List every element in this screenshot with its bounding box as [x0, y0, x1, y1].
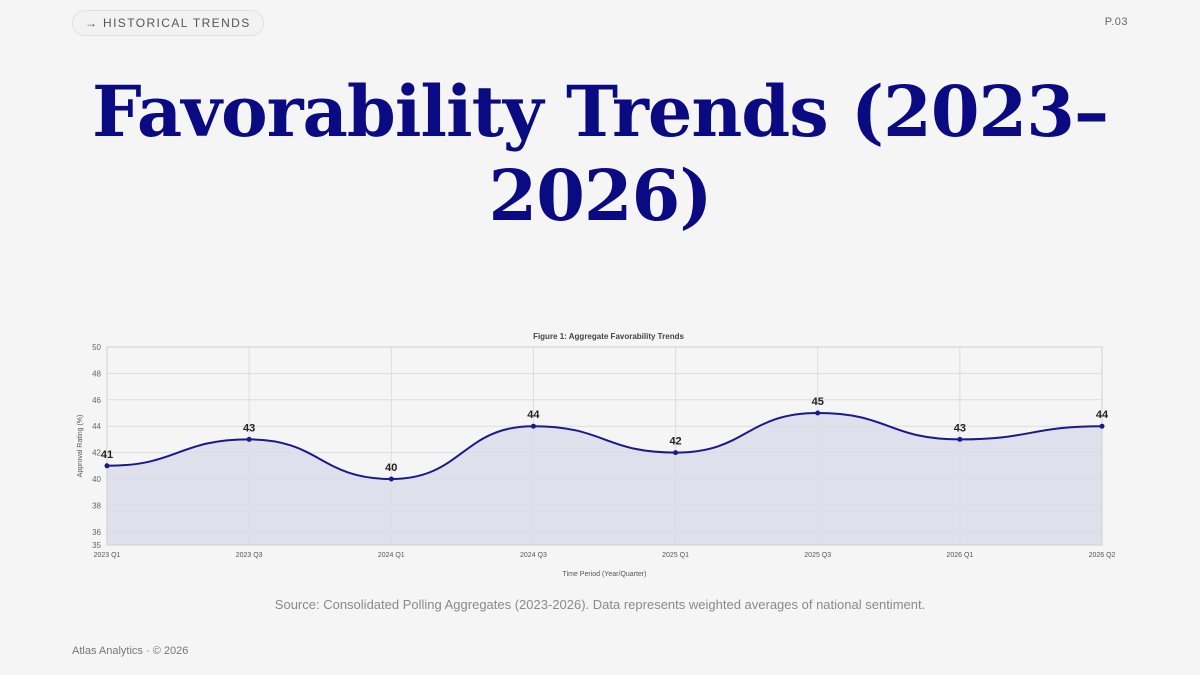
data-point	[388, 476, 394, 482]
chart-title: Figure 1: Aggregate Favorability Trends	[533, 332, 684, 341]
data-label: 44	[527, 409, 540, 421]
data-label: 43	[243, 422, 255, 434]
data-point	[530, 423, 536, 429]
y-tick-label: 46	[92, 396, 101, 405]
x-tick-label: 2026 Q1	[946, 552, 973, 559]
y-tick-label: 42	[92, 449, 101, 458]
x-axis-title: Time Period (Year/Quarter)	[563, 571, 647, 578]
data-point	[1099, 423, 1105, 429]
footer-credit: Atlas Analytics · © 2026	[72, 645, 189, 657]
page-number: P.03	[1104, 16, 1128, 28]
data-point	[957, 436, 963, 442]
arrow-right-icon: →	[85, 16, 97, 30]
data-point	[815, 410, 821, 416]
y-tick-label: 50	[92, 343, 101, 352]
y-tick-label: 38	[92, 501, 101, 510]
y-tick-label: 40	[92, 475, 101, 484]
page-title: Favorability Trends (2023–2026)	[92, 70, 1109, 237]
data-label: 44	[1096, 409, 1109, 421]
y-axis-title: Approval Rating (%)	[77, 415, 84, 478]
data-label: 41	[101, 449, 113, 461]
x-tick-label: 2024 Q1	[378, 552, 405, 559]
data-point	[673, 450, 679, 456]
x-tick-label: 2023 Q3	[236, 552, 263, 559]
area-fill	[107, 413, 1102, 545]
source-note: Source: Consolidated Polling Aggregates …	[274, 597, 926, 612]
data-label: 45	[812, 396, 824, 408]
data-label: 42	[669, 436, 681, 448]
y-tick-label: 48	[92, 369, 101, 378]
x-tick-label: 2024 Q3	[520, 552, 547, 559]
chart-svg: Figure 1: Aggregate Favorability Trends 3…	[77, 332, 1116, 578]
data-label: 40	[385, 462, 397, 474]
y-tick-label: 35	[92, 541, 101, 550]
y-tick-label: 36	[92, 528, 101, 537]
data-point	[104, 463, 110, 469]
section-tag: → HISTORICAL TRENDS	[72, 10, 264, 36]
section-label: HISTORICAL TRENDS	[103, 16, 251, 30]
x-tick-label: 2023 Q1	[94, 552, 121, 559]
x-tick-label: 2026 Q2	[1089, 552, 1116, 559]
favorability-chart: Figure 1: Aggregate Favorability Trends 3…	[70, 325, 1130, 585]
x-tick-label: 2025 Q1	[662, 552, 689, 559]
plot-border	[106, 346, 1103, 546]
y-tick-label: 44	[92, 422, 101, 431]
data-point	[246, 436, 252, 442]
series-line	[106, 411, 1103, 481]
data-label: 43	[954, 422, 966, 434]
x-tick-label: 2025 Q3	[804, 552, 831, 559]
